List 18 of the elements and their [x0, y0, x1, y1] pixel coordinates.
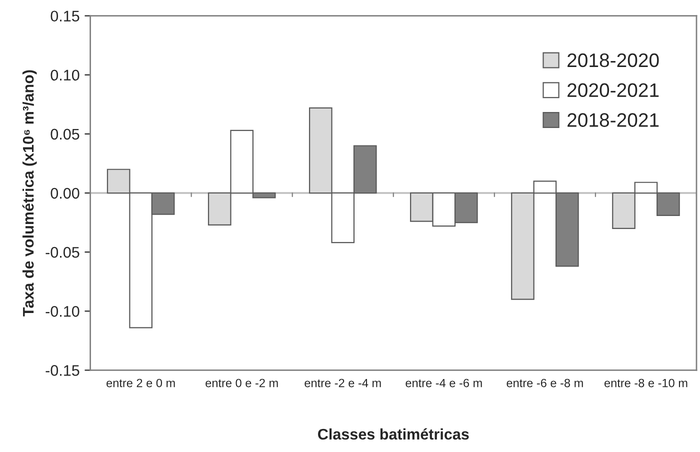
x-tick-label: entre -2 e -4 m: [304, 378, 381, 388]
x-tick-label: entre -6 e -8 m: [506, 378, 583, 388]
y-tick-label: 0.10: [50, 70, 80, 81]
x-tick-label: entre 2 e 0 m: [106, 378, 175, 388]
y-tick-label: -0.10: [46, 306, 80, 317]
y-axis-title: Taxa de volumétrica (x10⁶ m³/ano): [22, 70, 37, 316]
x-axis-title: Classes batimétricas: [318, 428, 469, 440]
legend-label: 2020-2021: [568, 83, 659, 98]
y-tick-label: -0.15: [46, 365, 80, 376]
legend-label: 2018-2021: [568, 113, 659, 127]
y-tick-label: -0.05: [46, 246, 80, 258]
x-tick-label: entre -4 e -6 m: [406, 378, 482, 388]
legend-label: 2018-2020: [568, 53, 659, 68]
y-tick-label: 0.05: [50, 128, 80, 140]
y-tick-label: 0.00: [50, 188, 80, 199]
y-tick-label: 0.15: [50, 10, 80, 22]
x-tick-label: entre 0 e -2 m: [206, 378, 278, 388]
x-tick-label: entre -8 e -10 m: [604, 378, 688, 388]
